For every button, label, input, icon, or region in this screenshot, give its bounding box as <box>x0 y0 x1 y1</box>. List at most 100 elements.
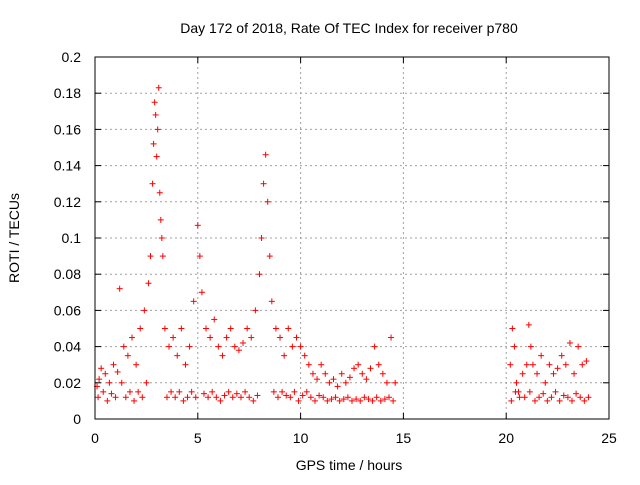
data-point <box>307 394 314 401</box>
data-point <box>116 285 123 292</box>
data-point <box>359 370 366 377</box>
data-point <box>573 390 580 397</box>
y-axis-label: ROTI / TECUs <box>6 193 22 283</box>
data-point <box>188 388 195 395</box>
data-point <box>154 126 161 133</box>
data-point <box>277 334 284 341</box>
data-point <box>248 334 255 341</box>
data-point <box>357 397 364 404</box>
data-point <box>131 397 138 404</box>
data-point <box>133 361 140 368</box>
data-point <box>242 388 249 395</box>
data-point <box>159 253 166 260</box>
data-point <box>260 180 267 187</box>
y-tick-label: 0.06 <box>54 302 81 318</box>
data-point <box>250 397 257 404</box>
data-point <box>379 370 386 377</box>
data-point <box>326 379 333 386</box>
y-tick-label: 0.04 <box>54 339 81 355</box>
data-point <box>137 325 144 332</box>
data-point <box>538 352 545 359</box>
data-point <box>540 390 547 397</box>
data-point <box>291 388 298 395</box>
data-point <box>252 307 259 314</box>
data-point <box>392 379 399 386</box>
data-point <box>513 379 520 386</box>
data-point <box>581 397 588 404</box>
y-tick-label: 0.2 <box>62 49 82 65</box>
data-point <box>198 289 205 296</box>
y-tick-label: 0 <box>73 411 81 427</box>
data-point <box>120 343 127 350</box>
data-point <box>182 361 189 368</box>
data-point <box>544 397 551 404</box>
data-point <box>141 307 148 314</box>
y-tick-label: 0.12 <box>54 194 81 210</box>
data-point <box>106 379 113 386</box>
data-point <box>583 358 590 365</box>
data-point <box>102 370 109 377</box>
y-tick-label: 0.08 <box>54 266 81 282</box>
data-point <box>548 394 555 401</box>
data-point <box>542 379 549 386</box>
data-point <box>283 392 290 399</box>
data-point <box>527 343 534 350</box>
data-point <box>139 394 146 401</box>
data-point <box>151 99 158 106</box>
data-points <box>94 84 592 404</box>
data-point <box>279 388 286 395</box>
data-point <box>281 352 288 359</box>
data-point <box>287 394 294 401</box>
data-point <box>575 343 582 350</box>
data-point <box>152 111 159 118</box>
data-point <box>231 343 238 350</box>
data-point <box>318 361 325 368</box>
data-point <box>126 388 133 395</box>
x-tick-label: 25 <box>601 430 617 446</box>
data-point <box>316 392 323 399</box>
data-point <box>377 397 384 404</box>
data-point <box>209 388 216 395</box>
data-point <box>375 361 382 368</box>
data-point <box>104 397 111 404</box>
data-point <box>314 376 321 383</box>
data-point <box>145 280 152 287</box>
data-point <box>96 376 103 383</box>
data-point <box>388 334 395 341</box>
data-point <box>157 216 164 223</box>
data-point <box>328 396 335 403</box>
data-point <box>112 394 119 401</box>
data-point <box>100 388 107 395</box>
data-point <box>568 397 575 404</box>
data-point <box>369 397 376 404</box>
data-point <box>355 361 362 368</box>
data-point <box>320 394 327 401</box>
data-point <box>266 253 273 260</box>
data-point <box>153 153 160 160</box>
data-point <box>585 394 592 401</box>
data-point <box>351 365 358 372</box>
data-point <box>258 235 265 241</box>
data-point <box>122 394 129 401</box>
data-point <box>361 394 368 401</box>
data-point <box>233 390 240 397</box>
x-tick-label: 10 <box>293 430 309 446</box>
data-point <box>274 394 281 401</box>
data-point <box>118 379 125 386</box>
data-point <box>155 84 162 91</box>
data-point <box>240 339 247 346</box>
data-point <box>225 388 232 395</box>
data-point <box>272 325 279 332</box>
data-point <box>178 325 185 332</box>
data-point <box>571 370 578 377</box>
x-tick-label: 5 <box>194 430 202 446</box>
data-point <box>163 394 170 401</box>
data-point <box>211 316 218 323</box>
data-point <box>562 361 569 368</box>
data-point <box>246 394 253 401</box>
data-point <box>334 383 341 390</box>
data-point <box>309 370 316 377</box>
data-point <box>512 388 519 395</box>
data-point <box>560 392 567 399</box>
